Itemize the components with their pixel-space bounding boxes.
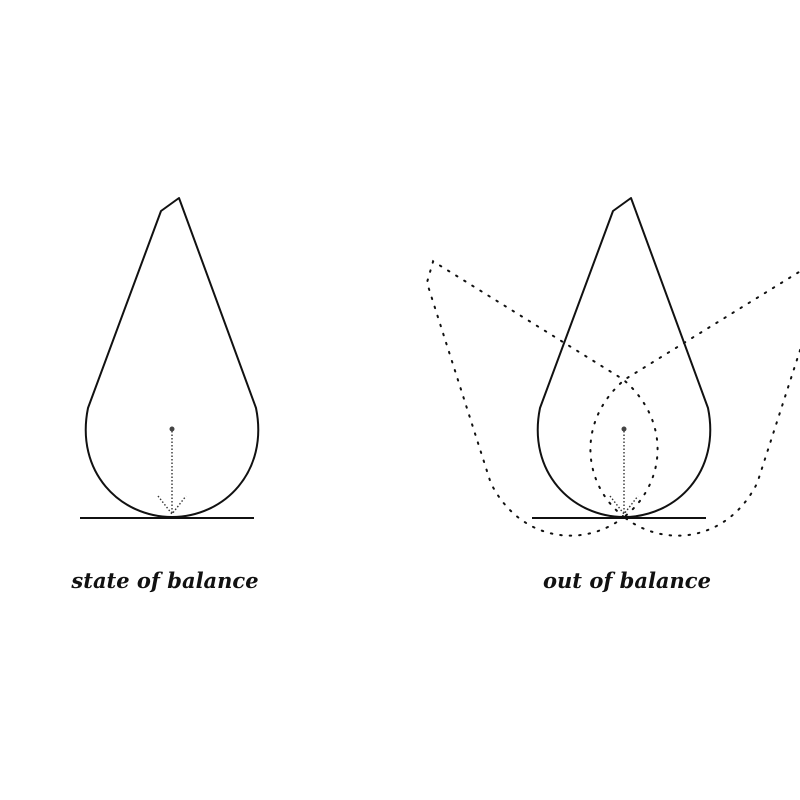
center-of-gravity-left [169, 426, 175, 432]
arrowhead-left [157, 495, 187, 516]
teardrop-shape-left [84, 197, 260, 518]
tilted-drop-left-ghost [358, 211, 693, 572]
caption-state-of-balance: state of balance [71, 568, 259, 593]
left-panel [80, 197, 260, 519]
center-of-gravity-right [621, 426, 627, 432]
right-panel [358, 197, 800, 572]
teardrop-shape-right [536, 197, 712, 518]
caption-out-of-balance: out of balance [543, 568, 711, 593]
arrowhead-right [609, 495, 639, 516]
